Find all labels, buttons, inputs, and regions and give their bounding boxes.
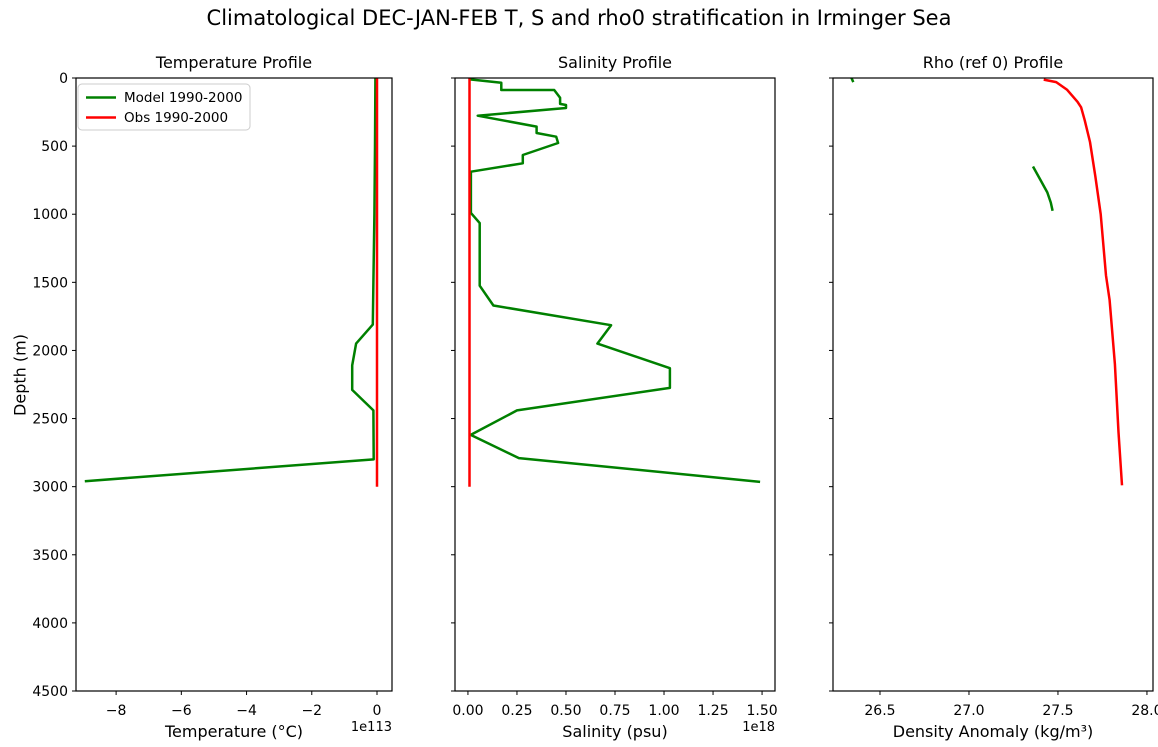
x-tick-label: −2 (301, 703, 322, 719)
legend-label: Model 1990-2000 (124, 90, 242, 106)
subplot-title: Rho (ref 0) Profile (923, 53, 1063, 72)
x-tick-label: −6 (171, 703, 192, 719)
temperature-plot: Temperature Profile −8 −6 −4 −2 0 0 500 1000 1500… (32, 53, 393, 741)
obs-series-line (1043, 78, 1124, 486)
y-tick-label: 4000 (32, 616, 68, 632)
model-series-line (469, 78, 761, 484)
x-tick-label: −4 (236, 703, 257, 719)
model-series-line (850, 77, 855, 83)
legend-box (77, 83, 251, 131)
x-tick-label: 28.0 (1131, 703, 1158, 719)
x-tick-label: 0.50 (550, 703, 581, 719)
y-tick-label: 2000 (32, 343, 68, 359)
y-tick-label: 3500 (32, 548, 68, 564)
x-tick-label: 27.0 (953, 703, 984, 719)
x-tick-label: 0.00 (452, 703, 483, 719)
x-tick-label: 1.50 (746, 703, 777, 719)
main-title: Climatological DEC-JAN-FEB T, S and rho0… (206, 6, 952, 30)
plot-frame (454, 77, 776, 692)
y-tick-label: 2500 (32, 412, 68, 428)
y-tick-label: 4500 (32, 684, 68, 700)
rho-plot: Rho (ref 0) Profile 26.5 27.0 27.5 28.0 Densi… (829, 53, 1158, 741)
x-tick-label: 27.5 (1042, 703, 1073, 719)
y-axis-label: Depth (m) (10, 334, 30, 416)
y-tick-label: 500 (41, 139, 68, 155)
salinity-plot: Salinity Profile 0.00 0.25 0.50 0.75 1.00 1.25… (451, 53, 778, 741)
x-axis-label: Salinity (psu) (562, 722, 667, 741)
plot-frame (75, 77, 393, 692)
x-axis-label: Density Anomaly (kg/m³) (893, 722, 1093, 741)
y-tick-label: 0 (59, 71, 68, 87)
model-series-line (84, 77, 377, 483)
x-tick-label: 1.00 (648, 703, 679, 719)
axis-offset-text: 1e18 (742, 720, 775, 735)
x-tick-label: −8 (106, 703, 127, 719)
x-tick-label: 26.5 (864, 703, 895, 719)
subplot-title: Salinity Profile (558, 53, 672, 72)
plot-frame (832, 77, 1154, 692)
legend: Model 1990-2000 Obs 1990-2000 (77, 83, 251, 131)
legend-label: Obs 1990-2000 (124, 110, 228, 126)
axis-offset-text: 1e113 (351, 720, 392, 735)
subplot-title: Temperature Profile (155, 53, 312, 72)
x-tick-label: 1.25 (697, 703, 728, 719)
x-axis-label: Temperature (°C) (164, 722, 303, 741)
x-tick-label: 0.25 (501, 703, 532, 719)
y-tick-label: 1500 (32, 275, 68, 291)
x-tick-label: 0 (373, 703, 382, 719)
x-tick-label: 0.75 (599, 703, 630, 719)
y-tick-label: 3000 (32, 480, 68, 496)
y-tick-label: 1000 (32, 207, 68, 223)
model-series-line (1031, 165, 1054, 212)
